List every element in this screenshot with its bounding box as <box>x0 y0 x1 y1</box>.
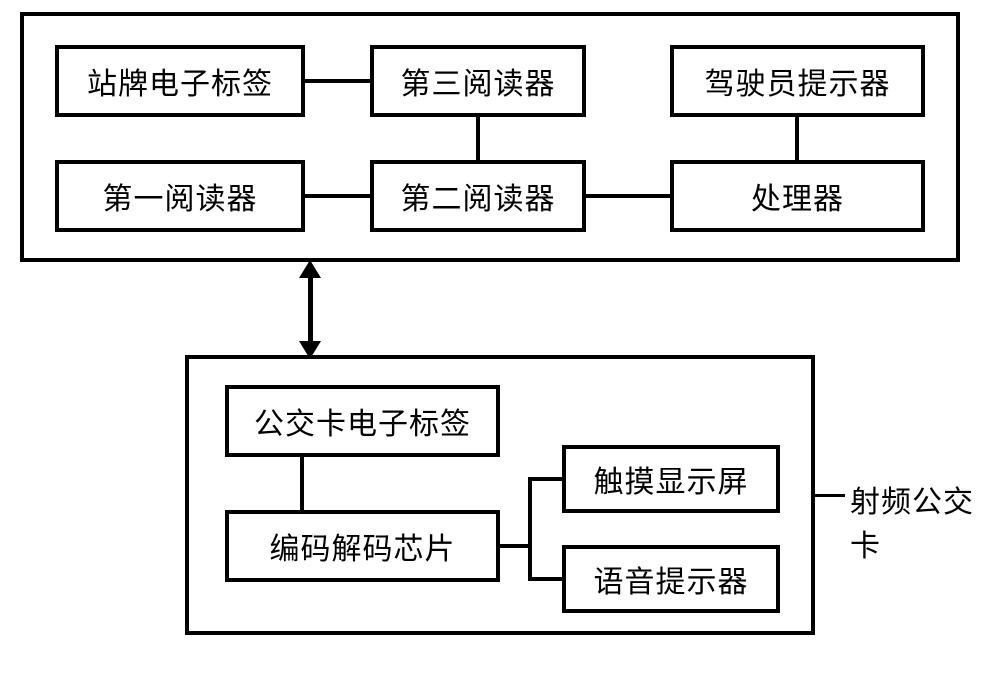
node-label: 第二阅读器 <box>401 174 556 218</box>
side-label: 射频公交卡 <box>850 477 1000 565</box>
edge <box>528 477 532 581</box>
side-label-text: 射频公交卡 <box>850 486 974 563</box>
node-label: 第一阅读器 <box>103 174 258 218</box>
edge <box>305 194 370 198</box>
bidir-arrow-head-up <box>299 260 321 278</box>
node-label: 驾驶员提示器 <box>705 59 891 103</box>
node-label: 公交卡电子标签 <box>254 399 471 443</box>
node-codec-chip: 编码解码芯片 <box>225 510 500 582</box>
diagram-canvas: 站牌电子标签 第三阅读器 驾驶员提示器 第一阅读器 第二阅读器 处理器 公交卡电… <box>0 0 1000 675</box>
side-label-tick <box>815 494 845 497</box>
node-reader-2: 第二阅读器 <box>370 160 586 232</box>
edge <box>476 117 480 160</box>
edge <box>305 79 370 83</box>
edge <box>300 457 304 510</box>
node-buscard-tag: 公交卡电子标签 <box>225 385 500 457</box>
node-reader-1: 第一阅读器 <box>55 160 305 232</box>
node-voice-prompt: 语音提示器 <box>562 545 780 613</box>
edge <box>795 117 799 160</box>
node-label: 触摸显示屏 <box>594 457 749 501</box>
node-touch-screen: 触摸显示屏 <box>562 445 780 513</box>
bidir-arrow-head-down <box>299 341 321 359</box>
edge <box>528 477 562 481</box>
bidir-arrow-shaft <box>308 276 313 343</box>
node-label: 站牌电子标签 <box>87 59 273 103</box>
edge <box>500 544 530 548</box>
node-driver-prompt: 驾驶员提示器 <box>670 45 925 117</box>
node-reader-3: 第三阅读器 <box>370 45 586 117</box>
node-label: 语音提示器 <box>594 557 749 601</box>
node-station-tag: 站牌电子标签 <box>55 45 305 117</box>
node-label: 第三阅读器 <box>401 59 556 103</box>
node-label: 处理器 <box>751 174 844 218</box>
node-processor: 处理器 <box>670 160 925 232</box>
node-label: 编码解码芯片 <box>270 524 456 568</box>
edge <box>528 577 562 581</box>
edge <box>586 194 670 198</box>
